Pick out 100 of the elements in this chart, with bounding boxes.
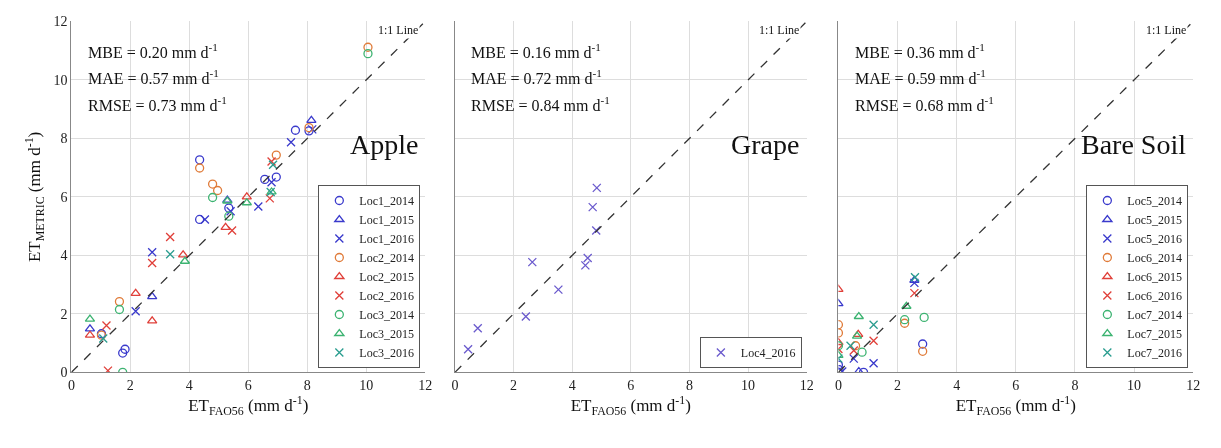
point — [473, 323, 483, 333]
legend-label: Loc6_2016 — [1127, 289, 1183, 304]
point — [591, 225, 601, 236]
y-tick-label: 8 — [60, 131, 68, 147]
x-tick-label: 2 — [510, 378, 518, 394]
point — [207, 192, 218, 203]
point — [901, 301, 912, 309]
point — [919, 312, 929, 323]
point — [853, 311, 865, 320]
point — [224, 211, 234, 221]
point — [146, 291, 158, 300]
point — [165, 232, 175, 242]
annotation: MBE = 0.20 mm d$^{-1}$ — [88, 41, 218, 61]
point — [857, 347, 867, 357]
x-tick-label: 6 — [244, 378, 252, 394]
point — [114, 304, 125, 315]
point — [868, 320, 879, 330]
annotation: Bare Soil — [1081, 129, 1187, 160]
x-tick-label: 2 — [126, 378, 134, 394]
annotation: 1:1 Line — [378, 23, 419, 37]
point — [260, 174, 270, 185]
legend-label: Loc1_2015 — [359, 213, 414, 228]
y-tick-label: 12 — [53, 14, 68, 30]
point — [580, 260, 591, 270]
point — [286, 137, 296, 147]
legend-label: Loc4_2016 — [740, 346, 796, 361]
annotation: Grape — [731, 129, 800, 160]
point — [592, 183, 602, 193]
y-tick-label: 10 — [53, 72, 68, 88]
x-tick-label: 6 — [627, 378, 635, 394]
legend-label: Loc2_2014 — [359, 251, 414, 266]
legend-label: Loc5_2014 — [1127, 194, 1183, 209]
legend-label: Loc6_2015 — [1127, 270, 1183, 285]
point — [131, 306, 141, 316]
legend-label: Loc7_2014 — [1127, 308, 1183, 323]
point — [363, 49, 373, 59]
point — [868, 336, 879, 346]
point — [101, 320, 112, 331]
point — [147, 258, 157, 268]
point — [521, 311, 531, 322]
x-axis-title: ET$_{FAO56}$ (mm d$^{-1}$) — [570, 393, 691, 418]
x-axis-title: ET$_{FAO56}$ (mm d$^{-1}$) — [188, 393, 309, 418]
x-tick-label: 8 — [685, 378, 693, 394]
point — [306, 115, 317, 123]
annotation: MBE = 0.16 mm d$^{-1}$ — [471, 41, 601, 61]
annotation: MAE = 0.72 mm d$^{-1}$ — [471, 67, 602, 87]
annotation: MAE = 0.57 mm d$^{-1}$ — [88, 67, 219, 87]
annotation: MBE = 0.36 mm d$^{-1}$ — [855, 41, 985, 61]
annotation: 1:1 Line — [1146, 23, 1187, 37]
point — [200, 214, 210, 225]
point — [118, 348, 128, 358]
point — [130, 288, 141, 297]
x-tick-label: 4 — [953, 378, 961, 394]
legend-label: Loc6_2014 — [1127, 251, 1183, 266]
annotation: Apple — [350, 129, 419, 160]
point — [227, 225, 237, 236]
x-tick-label: 0 — [451, 378, 459, 394]
x-tick-label: 12 — [799, 378, 814, 394]
point — [849, 345, 859, 356]
point — [114, 296, 125, 307]
point — [194, 155, 205, 165]
legend-label: Loc1_2014 — [359, 194, 414, 209]
legend-label: Loc2_2016 — [359, 289, 414, 304]
point — [290, 125, 301, 135]
point — [849, 353, 859, 364]
point — [212, 185, 223, 196]
y-tick-label: 0 — [60, 365, 68, 381]
x-tick-label: 10 — [359, 378, 374, 394]
annotation: MAE = 0.59 mm d$^{-1}$ — [855, 67, 986, 87]
point — [98, 333, 108, 344]
point — [463, 344, 473, 354]
annotation: RMSE = 0.68 mm d$^{-1}$ — [855, 94, 994, 114]
x-tick-label: 8 — [303, 378, 311, 394]
annotation: 1:1 Line — [759, 23, 800, 37]
point — [553, 284, 564, 295]
point — [147, 247, 157, 257]
legend-label: Loc5_2015 — [1127, 213, 1183, 228]
point — [266, 177, 277, 187]
point — [909, 278, 920, 288]
x-tick-label: 2 — [894, 378, 902, 394]
legend-label: Loc5_2016 — [1127, 232, 1183, 247]
legend-label: Loc7_2015 — [1127, 327, 1183, 342]
x-tick-label: 12 — [418, 378, 433, 394]
point — [165, 249, 175, 259]
point — [194, 214, 205, 225]
legend-label: Loc3_2014 — [359, 308, 414, 323]
point — [527, 257, 537, 267]
legend-label: Loc2_2015 — [359, 270, 414, 285]
x-axis-title: ET$_{FAO56}$ (mm d$^{-1}$) — [955, 393, 1076, 418]
annotation: RMSE = 0.73 mm d$^{-1}$ — [88, 94, 227, 114]
legend-label: Loc3_2016 — [359, 346, 414, 361]
point — [253, 201, 263, 212]
x-tick-label: 0 — [834, 378, 842, 394]
point — [266, 156, 277, 167]
x-tick-label: 8 — [1071, 378, 1079, 394]
point — [909, 288, 920, 298]
y-tick-label: 4 — [60, 248, 68, 264]
point — [265, 193, 275, 204]
point — [220, 222, 231, 230]
x-tick-label: 10 — [1127, 378, 1142, 394]
